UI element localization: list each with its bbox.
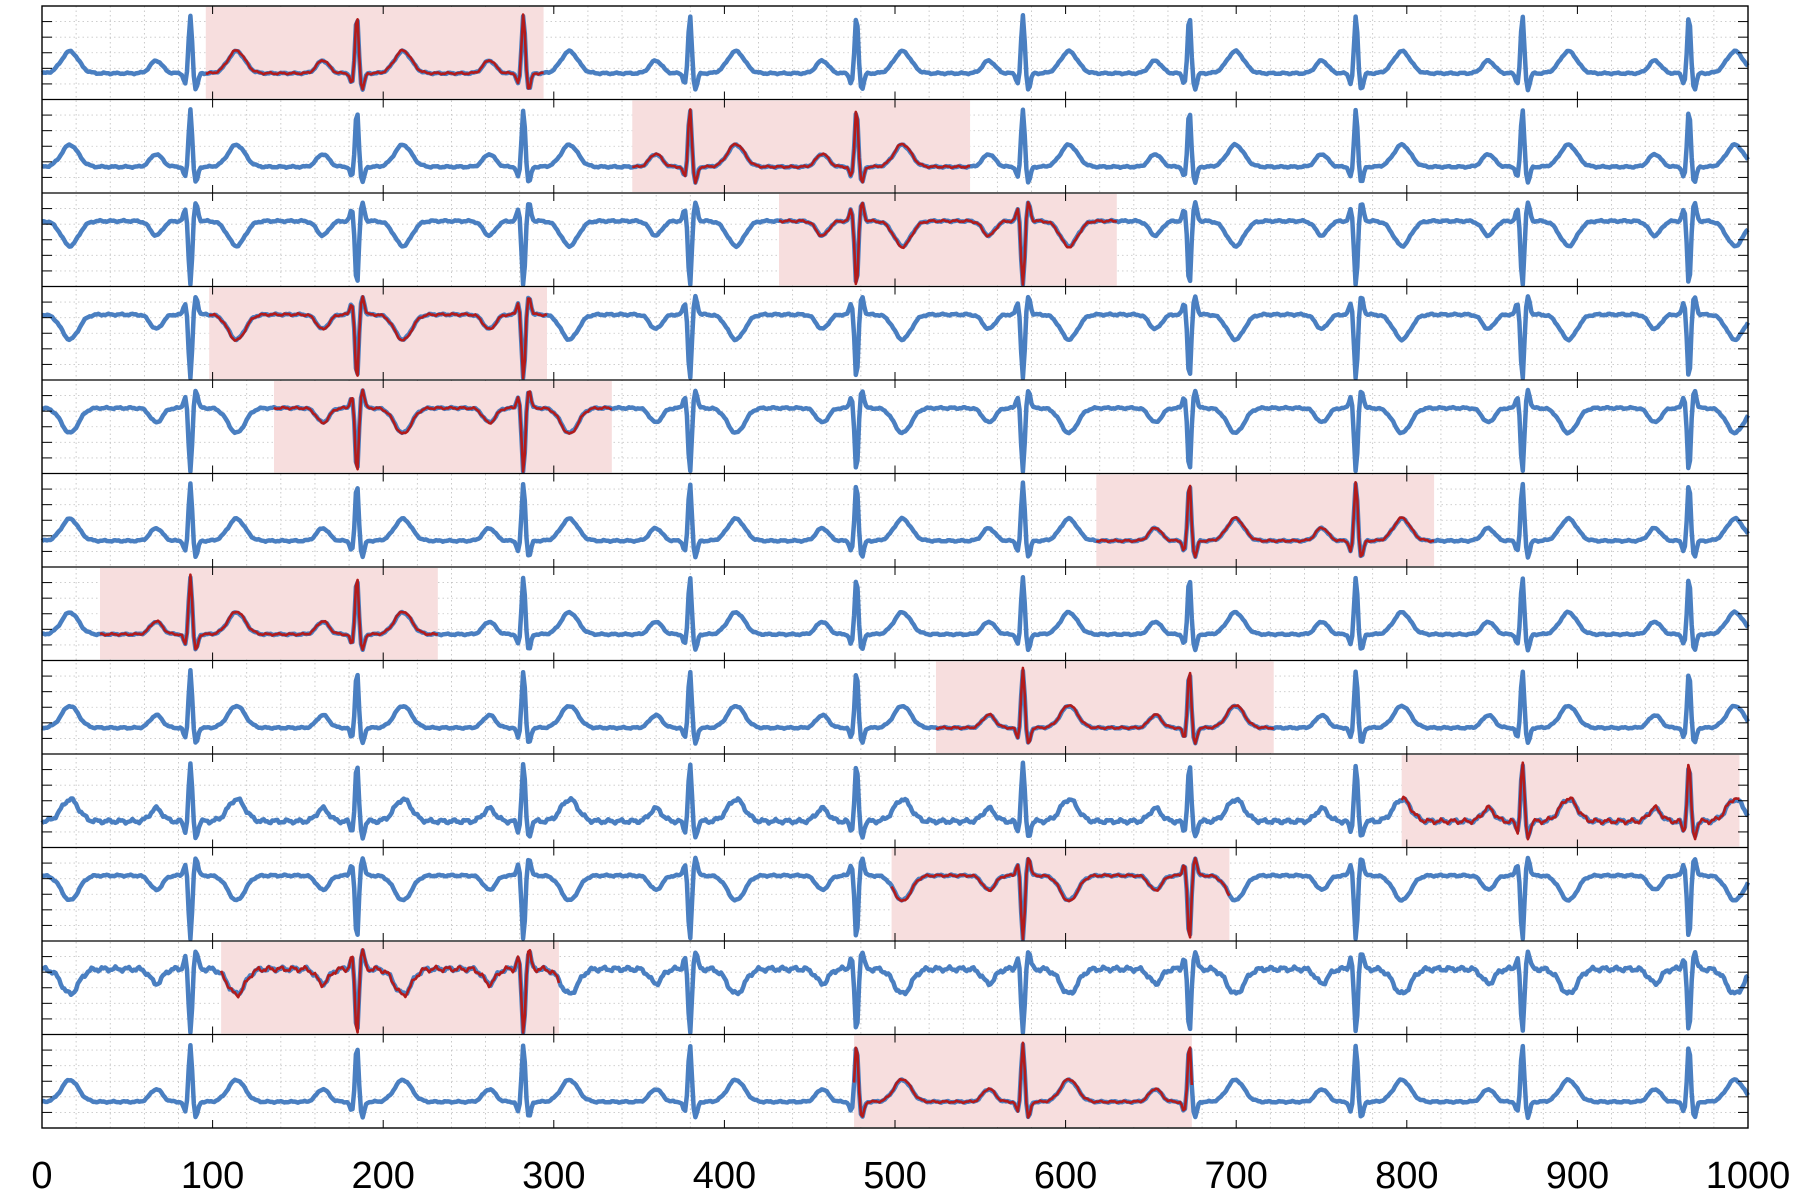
x-tick-label: 500 [863,1155,926,1197]
x-tick-label: 100 [181,1155,244,1197]
x-tick-label: 300 [522,1155,585,1197]
highlighted-segment-11 [219,948,561,1034]
highlight-region [100,568,438,660]
plot-frame [41,5,1749,1129]
highlight-region [778,194,1117,286]
highlighted-segment-10 [890,856,1231,941]
highlighted-segment-6 [1095,481,1435,559]
highlighted-segment-3 [778,201,1118,286]
lead-signal-6 [40,480,1750,560]
x-tick-label: 1000 [1706,1155,1791,1197]
highlighted-segment-1 [205,13,544,91]
x-tick-label: 800 [1375,1155,1438,1197]
highlighted-segment-8 [935,666,1275,745]
panel-frames [41,5,1749,1129]
highlighted-segment-9 [1400,761,1740,841]
highlighted-segment-2 [632,108,971,185]
highlighted-segment-12 [852,1041,1194,1119]
lead-signal-8 [41,667,1750,746]
highlight-region [205,7,544,99]
x-tick-label: 0 [31,1155,52,1197]
highlight-region [1096,474,1435,566]
highlight-region [632,100,971,192]
highlight-region [935,661,1274,753]
x-tick-label: 400 [693,1155,756,1197]
highlighted-segments [99,13,1740,1119]
x-tick-label: 700 [1204,1155,1267,1197]
highlight-region [221,942,559,1034]
highlighted-segment-4 [209,295,548,380]
highlight-region [209,287,547,379]
x-tick-label: 200 [351,1155,414,1197]
x-tick-label: 900 [1546,1155,1609,1197]
x-tick-label: 600 [1034,1155,1097,1197]
highlight-region [274,381,612,473]
highlighted-segment-5 [273,388,613,473]
x-axis: 0 100 200 300 400 500 600 700 800 900 1000 [31,1155,1790,1197]
highlighted-segment-7 [99,573,438,651]
